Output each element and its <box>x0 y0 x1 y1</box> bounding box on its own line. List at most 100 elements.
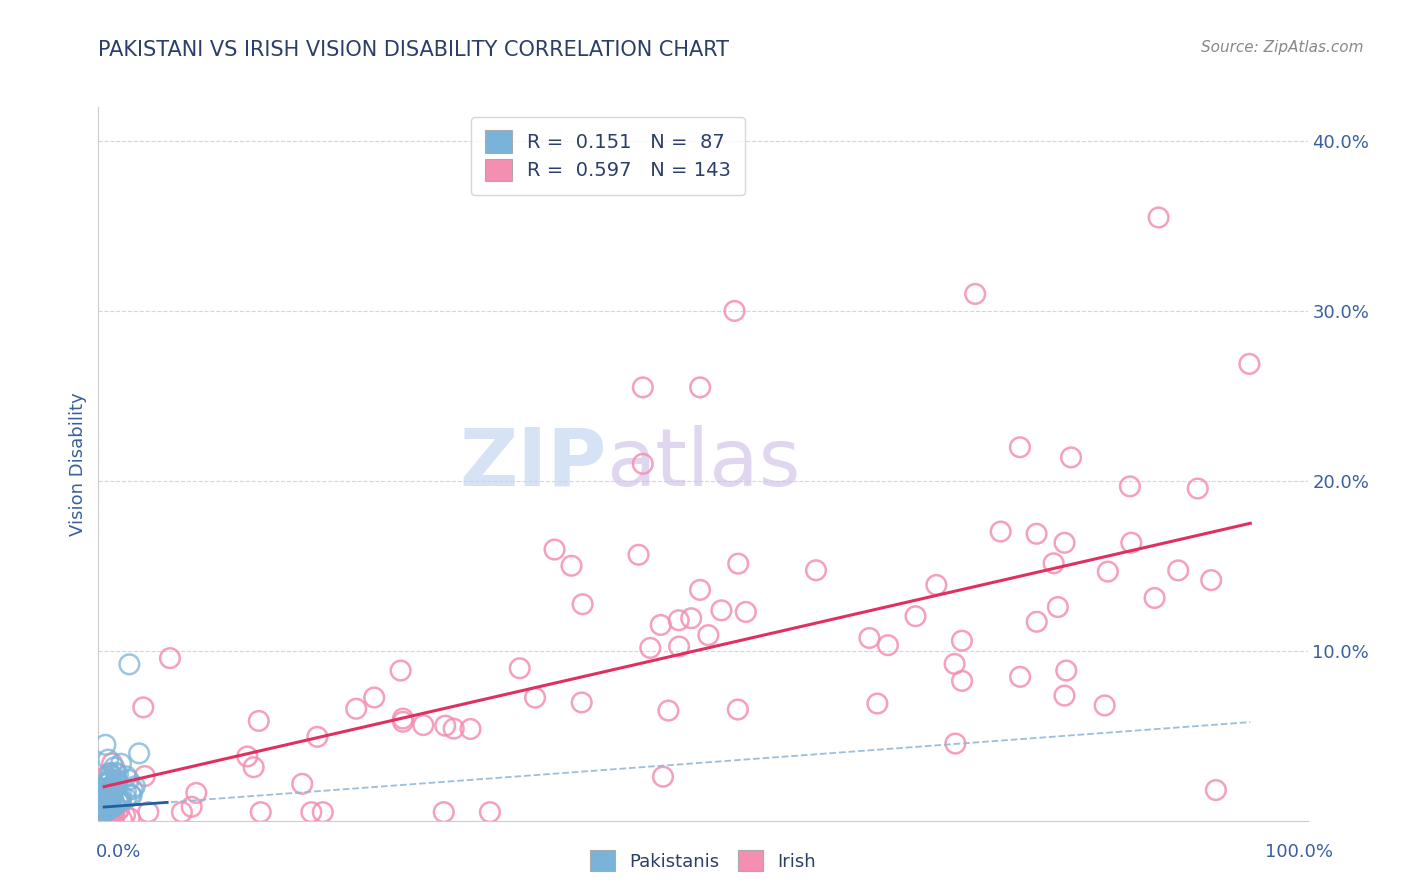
Point <box>98 801 121 815</box>
Point <box>118 811 141 825</box>
Point <box>100 800 122 814</box>
Point <box>107 776 129 790</box>
Point <box>101 780 124 795</box>
Point <box>1053 536 1076 550</box>
Point <box>93 781 115 796</box>
Point <box>650 618 672 632</box>
Point <box>433 805 456 819</box>
Point <box>97 788 120 802</box>
Point <box>115 769 138 783</box>
Point <box>638 640 661 655</box>
Point <box>1187 482 1209 496</box>
Point <box>98 784 121 798</box>
Point <box>103 760 125 774</box>
Point <box>94 800 117 814</box>
Point <box>94 794 117 808</box>
Point <box>94 804 117 818</box>
Point <box>657 704 679 718</box>
Point <box>97 800 120 814</box>
Point <box>1054 664 1077 678</box>
Point <box>1143 591 1166 605</box>
Point <box>904 609 927 624</box>
Point <box>98 799 121 814</box>
Point <box>94 812 117 826</box>
Point <box>1025 615 1047 629</box>
Point <box>94 804 117 818</box>
Point <box>110 793 132 807</box>
Point <box>100 790 122 805</box>
Point <box>93 806 115 821</box>
Point <box>159 651 181 665</box>
Point <box>247 714 270 728</box>
Point <box>96 810 118 824</box>
Point <box>100 813 122 827</box>
Point <box>990 524 1012 539</box>
Point <box>434 719 457 733</box>
Point <box>97 777 120 791</box>
Point <box>98 799 121 814</box>
Point <box>509 661 531 675</box>
Point <box>98 787 121 801</box>
Point <box>412 718 434 732</box>
Text: 0.0%: 0.0% <box>96 843 141 861</box>
Point <box>132 700 155 714</box>
Point <box>249 805 271 819</box>
Point <box>965 287 987 301</box>
Point <box>1119 479 1142 493</box>
Point <box>100 785 122 799</box>
Point <box>108 802 131 816</box>
Point <box>101 756 124 771</box>
Point <box>1010 670 1032 684</box>
Point <box>571 696 593 710</box>
Point <box>107 803 129 817</box>
Point <box>111 813 134 827</box>
Point <box>100 780 122 794</box>
Point <box>101 790 124 805</box>
Point <box>94 807 117 822</box>
Point <box>94 800 117 814</box>
Point <box>1008 440 1031 454</box>
Point <box>136 805 159 819</box>
Point <box>120 788 142 802</box>
Point <box>107 767 129 781</box>
Point <box>100 772 122 787</box>
Point <box>96 796 118 810</box>
Point <box>94 799 117 814</box>
Point <box>96 797 118 811</box>
Point <box>1042 557 1064 571</box>
Text: 100.0%: 100.0% <box>1265 843 1333 861</box>
Point <box>1094 698 1116 713</box>
Point <box>107 795 129 809</box>
Point <box>689 380 711 394</box>
Point <box>681 611 703 625</box>
Point <box>94 811 117 825</box>
Point <box>727 702 749 716</box>
Point <box>460 722 482 736</box>
Point <box>950 673 973 688</box>
Point <box>115 791 138 805</box>
Legend: Pakistanis, Irish: Pakistanis, Irish <box>582 843 824 879</box>
Legend: R =  0.151   N =  87, R =  0.597   N = 143: R = 0.151 N = 87, R = 0.597 N = 143 <box>471 117 745 194</box>
Point <box>1199 573 1222 587</box>
Point <box>98 773 121 788</box>
Point <box>118 657 141 672</box>
Point <box>689 582 711 597</box>
Point <box>100 800 122 814</box>
Point <box>98 799 121 814</box>
Point <box>101 811 124 825</box>
Point <box>98 807 121 822</box>
Point <box>98 766 121 780</box>
Point <box>307 730 329 744</box>
Point <box>121 789 143 803</box>
Point <box>236 749 259 764</box>
Text: PAKISTANI VS IRISH VISION DISABILITY CORRELATION CHART: PAKISTANI VS IRISH VISION DISABILITY COR… <box>98 40 730 60</box>
Point <box>560 558 582 573</box>
Point <box>104 776 127 790</box>
Point <box>98 766 121 780</box>
Point <box>291 777 314 791</box>
Point <box>1167 563 1189 577</box>
Point <box>103 809 125 823</box>
Point <box>299 805 322 819</box>
Point <box>105 777 128 791</box>
Point <box>98 789 121 804</box>
